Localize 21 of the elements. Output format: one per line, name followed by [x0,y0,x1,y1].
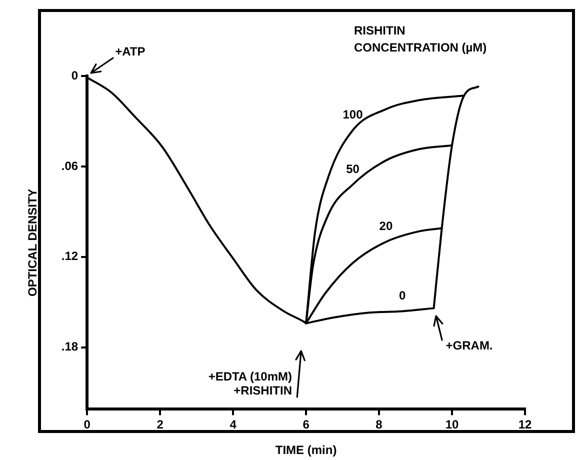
x-tick-label: 0 [84,418,91,432]
x-tick-label: 2 [156,418,164,432]
series-label: 50 [346,162,360,176]
x-tick-label: 4 [230,418,237,432]
x-axis-title: TIME (min) [275,443,337,458]
y-tick-label: .18 [61,340,78,354]
y-axis-title: OPTICAL DENSITY [26,188,40,296]
y-tick-label: .12 [61,249,78,264]
x-tick-label: 8 [376,418,383,432]
x-tick-label: 12 [518,418,532,432]
annotation: +ATP [115,44,146,58]
annotation: +GRAM. [446,338,493,352]
series-label: 20 [379,219,393,234]
annotation: +EDTA (10mM) +RISHITIN [208,370,292,398]
x-tick-label: 6 [302,418,310,432]
series-label: 100 [342,108,364,122]
x-tick-label: 10 [445,418,460,432]
y-tick-label: .06 [61,158,78,173]
y-tick-label: 0 [71,68,78,82]
legend-title: RISHITIN CONCENTRATION (µM) [354,23,487,54]
series-label: 0 [399,288,406,303]
